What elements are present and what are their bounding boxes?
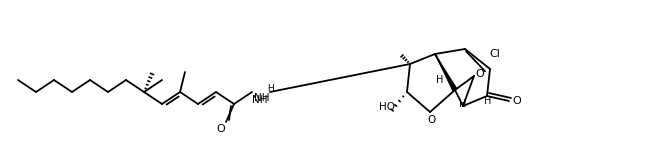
Text: O: O (428, 115, 436, 125)
Text: H: H (459, 99, 467, 109)
Polygon shape (435, 54, 457, 91)
Text: NH: NH (254, 93, 270, 103)
Text: H: H (436, 75, 444, 85)
Text: NH: NH (252, 95, 268, 105)
Text: Cl: Cl (490, 49, 501, 59)
Text: H: H (266, 84, 273, 92)
Text: O: O (475, 69, 484, 79)
Text: HO: HO (379, 102, 395, 112)
Text: O: O (217, 124, 225, 134)
Text: O: O (513, 96, 521, 106)
Text: H: H (484, 96, 491, 106)
